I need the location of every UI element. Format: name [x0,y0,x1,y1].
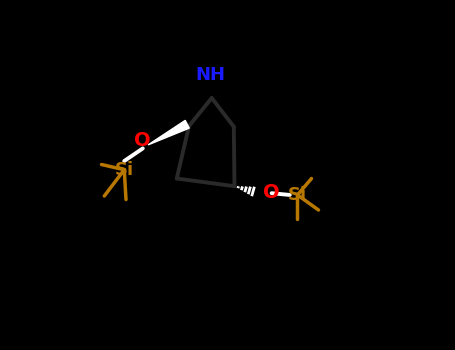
Polygon shape [148,120,189,145]
Text: NH: NH [195,66,225,84]
Text: O: O [134,131,151,150]
Text: Si: Si [288,186,307,204]
Text: O: O [263,183,279,202]
Text: Si: Si [115,161,134,179]
